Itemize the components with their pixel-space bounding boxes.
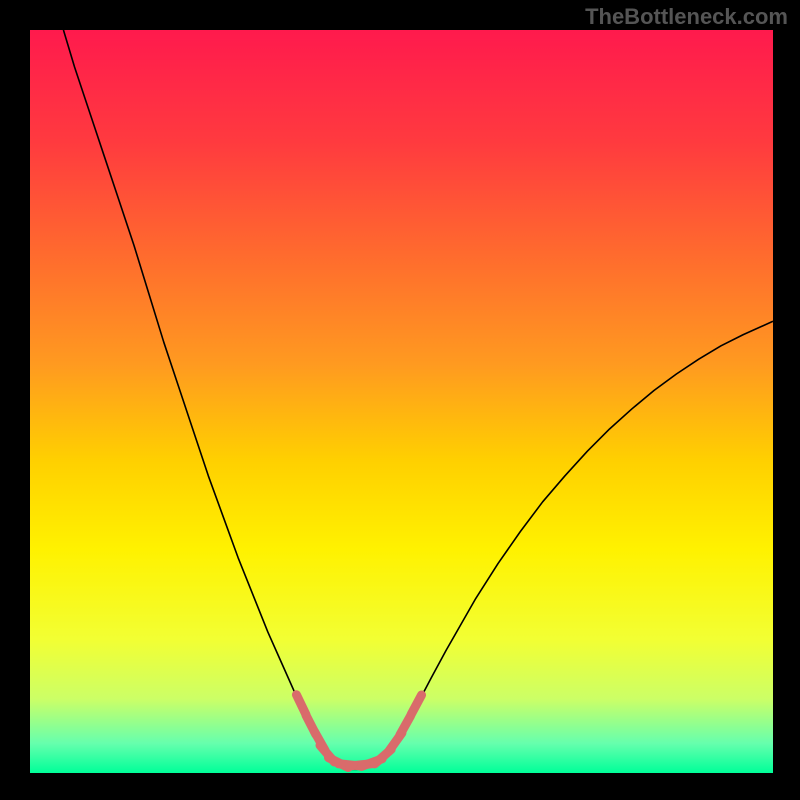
chart-container: TheBottleneck.com <box>0 0 800 800</box>
plot-area <box>30 30 773 773</box>
watermark-text: TheBottleneck.com <box>585 4 788 30</box>
gradient-background <box>30 30 773 773</box>
